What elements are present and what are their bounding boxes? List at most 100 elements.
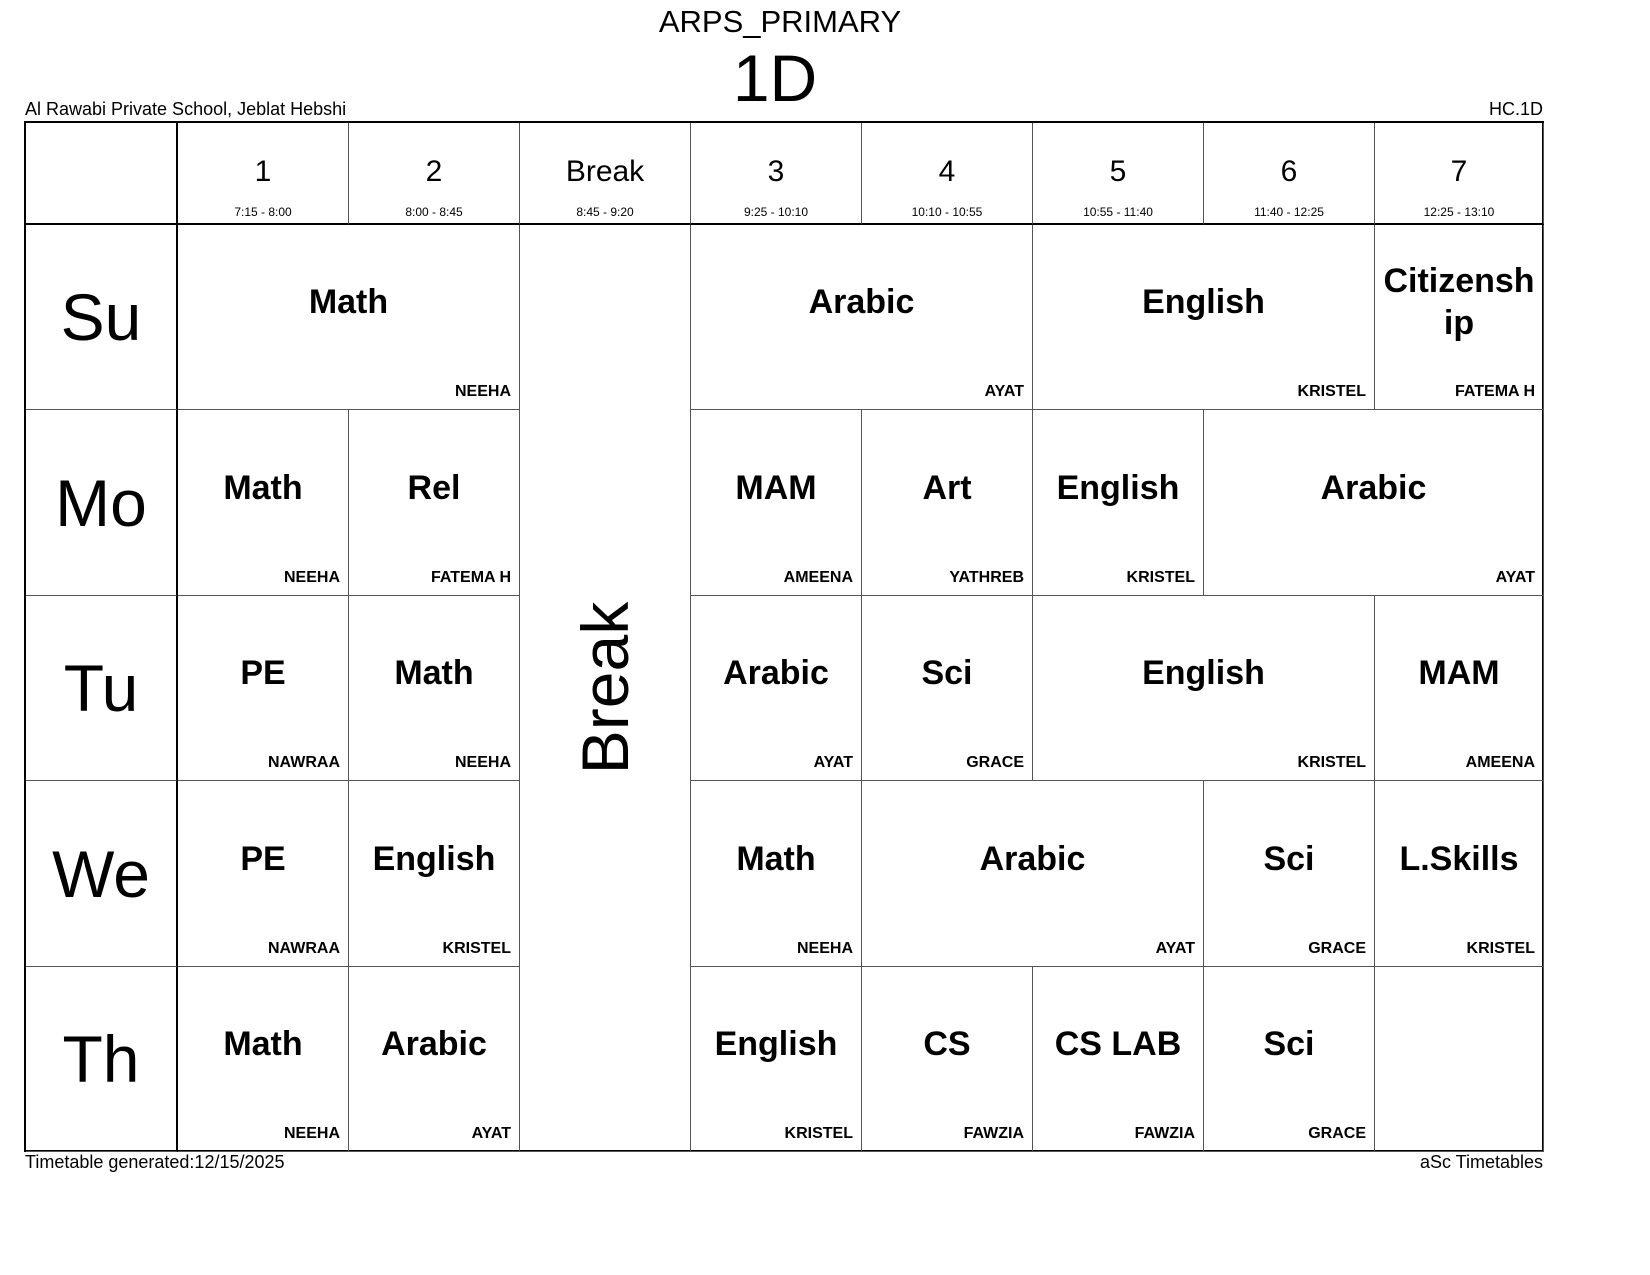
lesson-cell[interactable]: MAM AMEENA bbox=[1375, 596, 1544, 781]
lesson-teacher: KRISTEL bbox=[784, 1125, 853, 1142]
period-label: 3 bbox=[767, 155, 785, 188]
lesson-cell[interactable]: Arabic AYAT bbox=[691, 596, 862, 781]
day-label: Mo bbox=[26, 410, 178, 596]
lesson-subject: Sci bbox=[1263, 1025, 1315, 1063]
lesson-cell[interactable]: CS FAWZIA bbox=[862, 967, 1033, 1152]
lesson-teacher: KRISTEL bbox=[442, 940, 511, 957]
lesson-cell[interactable]: Math NEEHA bbox=[691, 781, 862, 967]
lesson-cell[interactable]: English KRISTEL bbox=[1033, 410, 1204, 596]
lesson-subject: Arabic bbox=[1320, 468, 1427, 507]
period-label: 6 bbox=[1280, 155, 1298, 188]
lesson-teacher: KRISTEL bbox=[1297, 383, 1366, 400]
lesson-cell[interactable]: Arabic AYAT bbox=[1204, 410, 1544, 596]
class-code: HC.1D bbox=[1488, 99, 1543, 119]
lesson-cell[interactable]: English KRISTEL bbox=[1033, 596, 1375, 781]
lesson-cell[interactable]: Math NEEHA bbox=[178, 410, 349, 596]
lesson-subject: Arabic bbox=[808, 283, 915, 321]
lesson-cell[interactable]: Sci GRACE bbox=[1204, 967, 1375, 1152]
lesson-cell[interactable]: PE NAWRAA bbox=[178, 596, 349, 781]
lesson-cell[interactable]: Math NEEHA bbox=[178, 225, 520, 410]
period-time: 11:40 - 12:25 bbox=[1254, 205, 1324, 219]
lesson-teacher: FAWZIA bbox=[963, 1125, 1024, 1142]
lesson-subject: Math bbox=[223, 1025, 303, 1063]
lesson-cell[interactable]: English KRISTEL bbox=[349, 781, 520, 967]
period-label: 2 bbox=[425, 155, 443, 188]
lesson-subject: CS LAB bbox=[1054, 1025, 1182, 1063]
lesson-teacher: NAWRAA bbox=[268, 940, 340, 957]
period-time: 10:10 - 10:55 bbox=[911, 205, 983, 219]
day-label: We bbox=[26, 781, 178, 967]
period-label: 7 bbox=[1450, 155, 1468, 188]
period-header: 7 12:25 - 13:10 bbox=[1375, 123, 1544, 225]
lesson-teacher: NEEHA bbox=[796, 940, 853, 957]
lesson-teacher: NEEHA bbox=[283, 1125, 340, 1142]
lesson-subject: PE bbox=[240, 654, 286, 692]
lesson-teacher: NEEHA bbox=[454, 754, 511, 771]
period-header: 3 9:25 - 10:10 bbox=[691, 123, 862, 225]
lesson-cell[interactable]: Arabic AYAT bbox=[349, 967, 520, 1152]
lesson-subject: PE bbox=[240, 839, 286, 878]
period-header: 6 11:40 - 12:25 bbox=[1204, 123, 1375, 225]
lesson-cell[interactable]: CS LAB FAWZIA bbox=[1033, 967, 1204, 1152]
period-header: 5 10:55 - 11:40 bbox=[1033, 123, 1204, 225]
brand-label: aSc Timetables bbox=[1419, 1152, 1543, 1172]
lesson-subject: L.Skills bbox=[1399, 839, 1519, 878]
lesson-cell[interactable]: PE NAWRAA bbox=[178, 781, 349, 967]
timetable-title: ARPS_PRIMARY bbox=[658, 4, 902, 39]
period-label: Break bbox=[565, 155, 645, 188]
lesson-cell[interactable]: Arabic AYAT bbox=[691, 225, 1033, 410]
period-label: 1 bbox=[254, 155, 272, 188]
lesson-subject: MAM bbox=[735, 468, 817, 507]
corner-cell bbox=[26, 123, 178, 225]
period-time: 12:25 - 13:10 bbox=[1423, 205, 1495, 219]
generated-date: Timetable generated:12/15/2025 bbox=[25, 1152, 285, 1172]
lesson-subject: Sci bbox=[1263, 839, 1315, 878]
lesson-teacher: GRACE bbox=[966, 754, 1024, 771]
lesson-subject: English bbox=[1142, 654, 1265, 692]
lesson-cell[interactable]: Rel FATEMA H bbox=[349, 410, 520, 596]
break-column: Break bbox=[520, 225, 691, 1152]
lesson-teacher: YATHREB bbox=[949, 569, 1024, 586]
lesson-cell[interactable]: MAM AMEENA bbox=[691, 410, 862, 596]
lesson-cell[interactable]: Sci GRACE bbox=[862, 596, 1033, 781]
day-label: Tu bbox=[26, 596, 178, 781]
school-name: Al Rawabi Private School, Jeblat Hebshi bbox=[25, 99, 347, 119]
period-label: 4 bbox=[938, 155, 956, 188]
lesson-subject: Arabic bbox=[723, 654, 829, 692]
day-label: Th bbox=[26, 967, 178, 1152]
lesson-teacher: AYAT bbox=[471, 1125, 511, 1142]
lesson-cell[interactable]: Math NEEHA bbox=[349, 596, 520, 781]
lesson-teacher: AYAT bbox=[1495, 569, 1535, 586]
lesson-teacher: AMEENA bbox=[1465, 754, 1535, 771]
lesson-teacher: NEEHA bbox=[454, 383, 511, 400]
lesson-teacher: GRACE bbox=[1308, 1125, 1366, 1142]
lesson-subject: Arabic bbox=[979, 839, 1086, 878]
period-label: 5 bbox=[1109, 155, 1127, 188]
lesson-cell[interactable]: L.Skills KRISTEL bbox=[1375, 781, 1544, 967]
lesson-subject: English bbox=[1142, 283, 1265, 321]
lesson-subject: Art bbox=[922, 468, 972, 507]
lesson-teacher: KRISTEL bbox=[1126, 569, 1195, 586]
period-time: 7:15 - 8:00 bbox=[234, 205, 292, 219]
lesson-subject: English bbox=[1056, 468, 1180, 507]
lesson-cell[interactable]: English KRISTEL bbox=[691, 967, 862, 1152]
lesson-subject: Math bbox=[223, 468, 303, 507]
timetable-grid: 1 7:15 - 8:00 2 8:00 - 8:45 Break 8:45 - 9:20… bbox=[24, 121, 1544, 1152]
lesson-subject: English bbox=[372, 839, 496, 878]
lesson-cell[interactable]: Arabic AYAT bbox=[862, 781, 1204, 967]
lesson-cell[interactable]: Math NEEHA bbox=[178, 967, 349, 1152]
period-time: 8:45 - 9:20 bbox=[576, 205, 634, 219]
lesson-subject: MAM bbox=[1418, 654, 1500, 692]
lesson-cell[interactable]: English KRISTEL bbox=[1033, 225, 1375, 410]
lesson-teacher: AYAT bbox=[1155, 940, 1195, 957]
lesson-subject: Citizenship bbox=[1383, 262, 1535, 342]
lesson-subject: Math bbox=[394, 654, 474, 692]
lesson-teacher: AMEENA bbox=[783, 569, 853, 586]
lesson-teacher: NEEHA bbox=[283, 569, 340, 586]
lesson-cell[interactable]: Citizenship FATEMA H bbox=[1375, 225, 1544, 410]
empty-cell bbox=[1375, 967, 1544, 1152]
lesson-subject: Math bbox=[308, 283, 389, 321]
lesson-cell[interactable]: Art YATHREB bbox=[862, 410, 1033, 596]
period-header: 1 7:15 - 8:00 bbox=[178, 123, 349, 225]
lesson-cell[interactable]: Sci GRACE bbox=[1204, 781, 1375, 967]
